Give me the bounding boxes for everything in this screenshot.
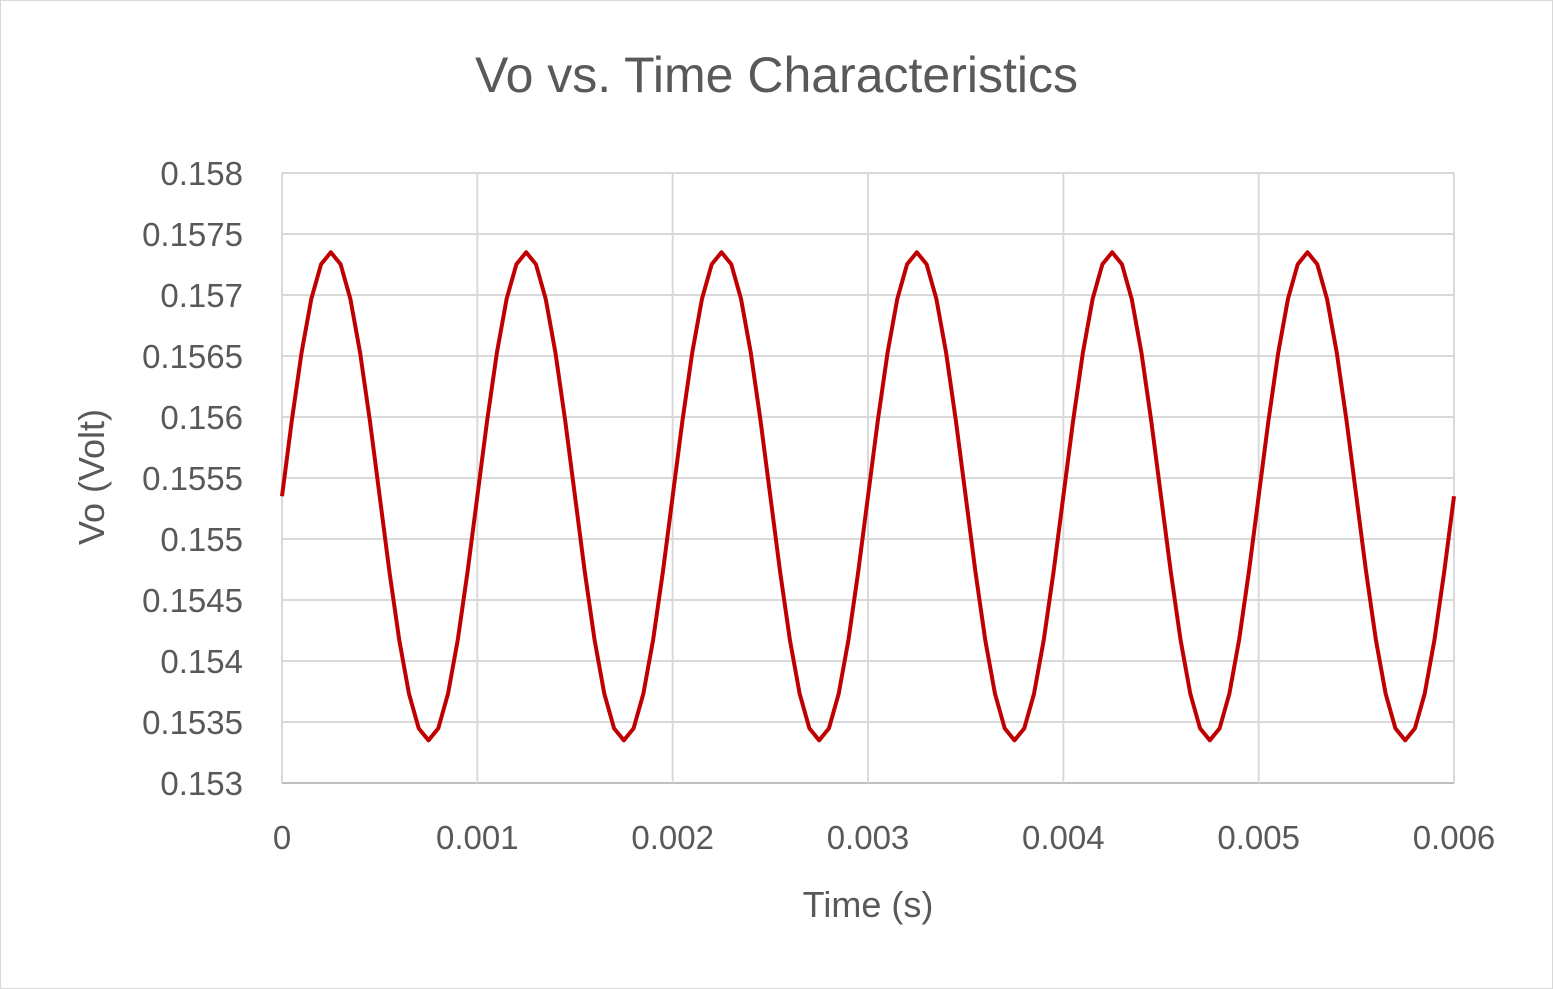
chart-title: Vo vs. Time Characteristics	[475, 47, 1078, 103]
y-tick-label: 0.158	[160, 155, 243, 192]
x-tick-label: 0.001	[436, 819, 519, 856]
y-axis-label: Vo (Volt)	[71, 409, 112, 545]
x-tick-label: 0.003	[827, 819, 910, 856]
y-tick-label: 0.153	[160, 765, 243, 802]
y-tick-label: 0.1565	[142, 338, 243, 375]
y-tick-label: 0.157	[160, 277, 243, 314]
x-tick-label: 0	[273, 819, 291, 856]
y-tick-label: 0.155	[160, 521, 243, 558]
x-axis-label: Time (s)	[803, 884, 934, 925]
series-line	[280, 250, 1456, 743]
x-tick-label: 0.002	[631, 819, 714, 856]
y-tick-label: 0.156	[160, 399, 243, 436]
x-tick-label: 0.004	[1022, 819, 1105, 856]
y-tick-label: 0.1545	[142, 582, 243, 619]
y-tick-label: 0.1555	[142, 460, 243, 497]
y-tick-label: 0.1575	[142, 216, 243, 253]
y-tick-label: 0.154	[160, 643, 243, 680]
x-tick-label: 0.006	[1413, 819, 1496, 856]
y-tick-label: 0.1535	[142, 704, 243, 741]
x-tick-label: 0.005	[1217, 819, 1300, 856]
